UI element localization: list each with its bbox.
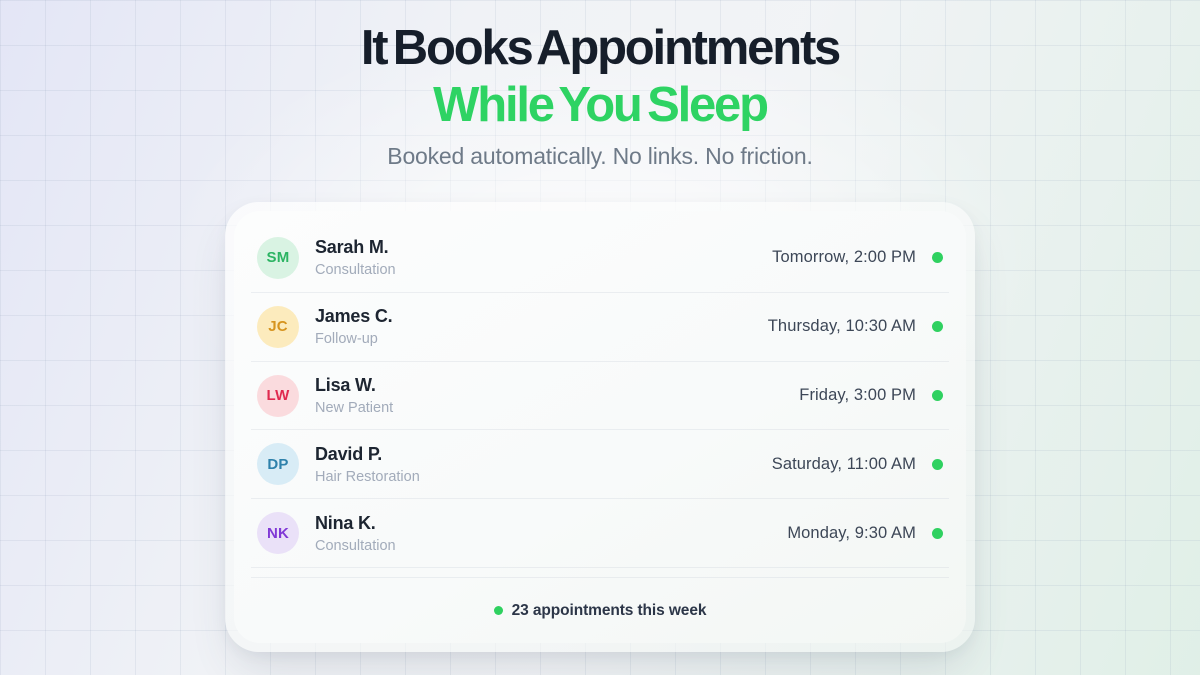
time-label: Tomorrow, 2:00 PM xyxy=(772,248,916,267)
avatar: NK xyxy=(257,512,299,555)
service-label: New Patient xyxy=(315,400,394,417)
time-label: Friday, 3:00 PM xyxy=(799,386,916,405)
avatar: SM xyxy=(257,236,299,279)
hero-subtitle: Booked automatically. No links. No frict… xyxy=(387,142,813,169)
weekly-summary: 23 appointments this week xyxy=(251,577,949,643)
patient-name: Nina K. xyxy=(315,512,376,533)
patient-name: Sarah M. xyxy=(315,237,389,258)
hero-section: It Books Appointments While You Sleep Bo… xyxy=(0,20,1200,170)
status-dot-icon xyxy=(932,458,943,470)
service-label: Follow-up xyxy=(315,331,378,348)
status-dot-icon xyxy=(932,252,943,264)
time-label: Monday, 9:30 AM xyxy=(787,523,916,542)
appointment-row[interactable]: SM Sarah M. Consultation Tomorrow, 2:00 … xyxy=(251,224,949,293)
avatar: JC xyxy=(257,305,299,348)
service-label: Hair Restoration xyxy=(315,468,420,485)
appointments-card-frame: SM Sarah M. Consultation Tomorrow, 2:00 … xyxy=(225,202,975,652)
summary-dot-icon xyxy=(493,606,503,616)
appointment-row[interactable]: NK Nina K. Consultation Monday, 9:30 AM xyxy=(251,499,949,569)
hero-title-line2: While You Sleep xyxy=(433,77,769,132)
hero-title-line1: It Books Appointments xyxy=(360,21,841,75)
time-label: Thursday, 10:30 AM xyxy=(767,317,916,336)
appointment-row[interactable]: DP David P. Hair Restoration Saturday, 1… xyxy=(251,430,949,500)
appointment-row[interactable]: JC James C. Follow-up Thursday, 10:30 AM xyxy=(251,293,949,362)
avatar: LW xyxy=(257,374,299,417)
appointment-row[interactable]: LW Lisa W. New Patient Friday, 3:00 PM xyxy=(251,362,949,431)
patient-name: Lisa W. xyxy=(315,375,376,396)
status-dot-icon xyxy=(932,527,943,539)
appointments-card: SM Sarah M. Consultation Tomorrow, 2:00 … xyxy=(234,211,966,643)
service-label: Consultation xyxy=(315,262,396,279)
time-label: Saturday, 11:00 AM xyxy=(771,454,916,473)
patient-name: David P. xyxy=(315,443,383,464)
patient-name: James C. xyxy=(315,306,393,327)
service-label: Consultation xyxy=(315,537,396,554)
avatar: DP xyxy=(257,443,299,486)
summary-text: 23 appointments this week xyxy=(511,601,707,619)
status-dot-icon xyxy=(932,321,943,333)
status-dot-icon xyxy=(932,390,943,402)
